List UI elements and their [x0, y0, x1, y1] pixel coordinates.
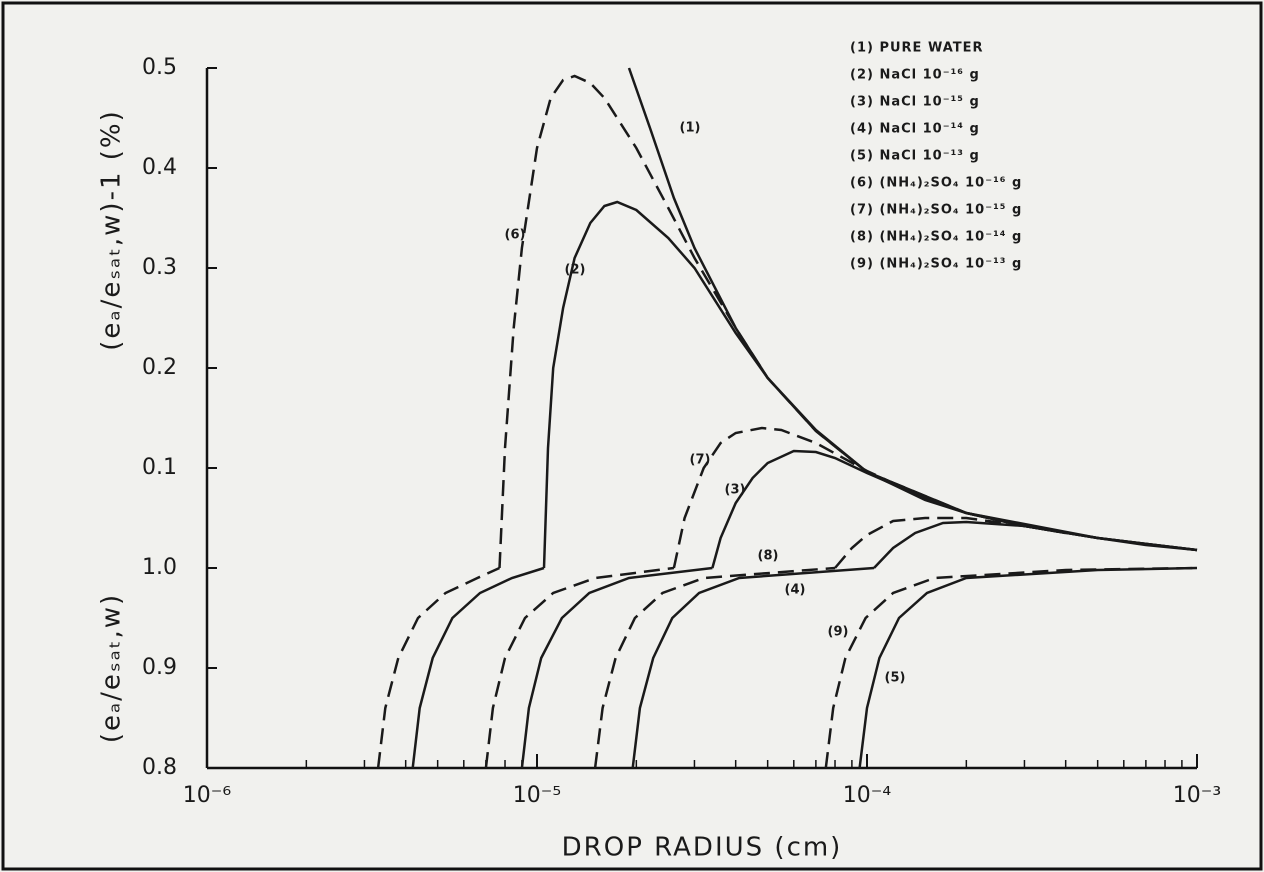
curve	[520, 566, 713, 769]
x-axis-label: DROP RADIUS (cm)	[562, 833, 843, 863]
y-tick-label: 0.3	[142, 255, 177, 280]
y-tick-label: 0.9	[142, 655, 177, 680]
x-tick-label: 10⁻⁵	[513, 783, 561, 808]
curve	[858, 566, 1198, 769]
y-tick-label: 0.4	[142, 155, 177, 180]
curve-label: (3)	[725, 483, 746, 498]
curve	[484, 566, 675, 769]
legend-entry: (2) NaCl 10⁻¹⁶ g	[850, 68, 980, 83]
y-tick-label: 0.8	[142, 755, 177, 780]
curve-label: (8)	[758, 549, 779, 564]
curve-label: (4)	[785, 583, 806, 598]
legend-entry: (9) (NH₄)₂SO₄ 10⁻¹³ g	[850, 257, 1022, 272]
legend-entry: (6) (NH₄)₂SO₄ 10⁻¹⁶ g	[850, 176, 1022, 191]
curve	[711, 449, 1198, 569]
y-tick-label: 0.2	[142, 355, 177, 380]
curve	[631, 566, 875, 769]
curve	[376, 566, 501, 769]
y-tick-label: 0.5	[142, 55, 177, 80]
curve	[593, 566, 836, 769]
legend-entry: (3) NaCl 10⁻¹⁵ g	[850, 95, 980, 110]
curve-label: (2)	[565, 263, 586, 278]
legend-entry: (8) (NH₄)₂SO₄ 10⁻¹⁴ g	[850, 230, 1022, 245]
curve	[411, 566, 545, 769]
y-tick-label: 1.0	[142, 555, 177, 580]
legend-entry: (5) NaCl 10⁻¹³ g	[850, 149, 980, 164]
y-axis-label: (eₐ/eₛₐₜ,w)-1 (%)	[97, 109, 127, 350]
curve-label: (6)	[505, 228, 526, 243]
curve-label: (9)	[828, 625, 849, 640]
curve	[672, 426, 1066, 569]
curve	[627, 67, 1198, 552]
legend-entry: (4) NaCl 10⁻¹⁴ g	[850, 122, 980, 137]
legend-entry: (1) PURE WATER	[850, 41, 984, 56]
curve	[873, 520, 1198, 569]
curve	[824, 566, 1198, 769]
legend-entry: (7) (NH₄)₂SO₄ 10⁻¹⁵ g	[850, 203, 1022, 218]
x-tick-label: 10⁻⁶	[183, 783, 232, 808]
curve-label: (5)	[885, 671, 906, 686]
curve	[498, 74, 1066, 569]
curve-label: (1)	[680, 121, 701, 136]
y-axis-label: (eₐ/eₛₐₜ,w)	[97, 593, 127, 743]
curve-label: (7)	[690, 453, 711, 468]
x-tick-label: 10⁻³	[1173, 783, 1221, 808]
x-tick-label: 10⁻⁴	[843, 783, 892, 808]
y-tick-label: 0.1	[142, 455, 177, 480]
